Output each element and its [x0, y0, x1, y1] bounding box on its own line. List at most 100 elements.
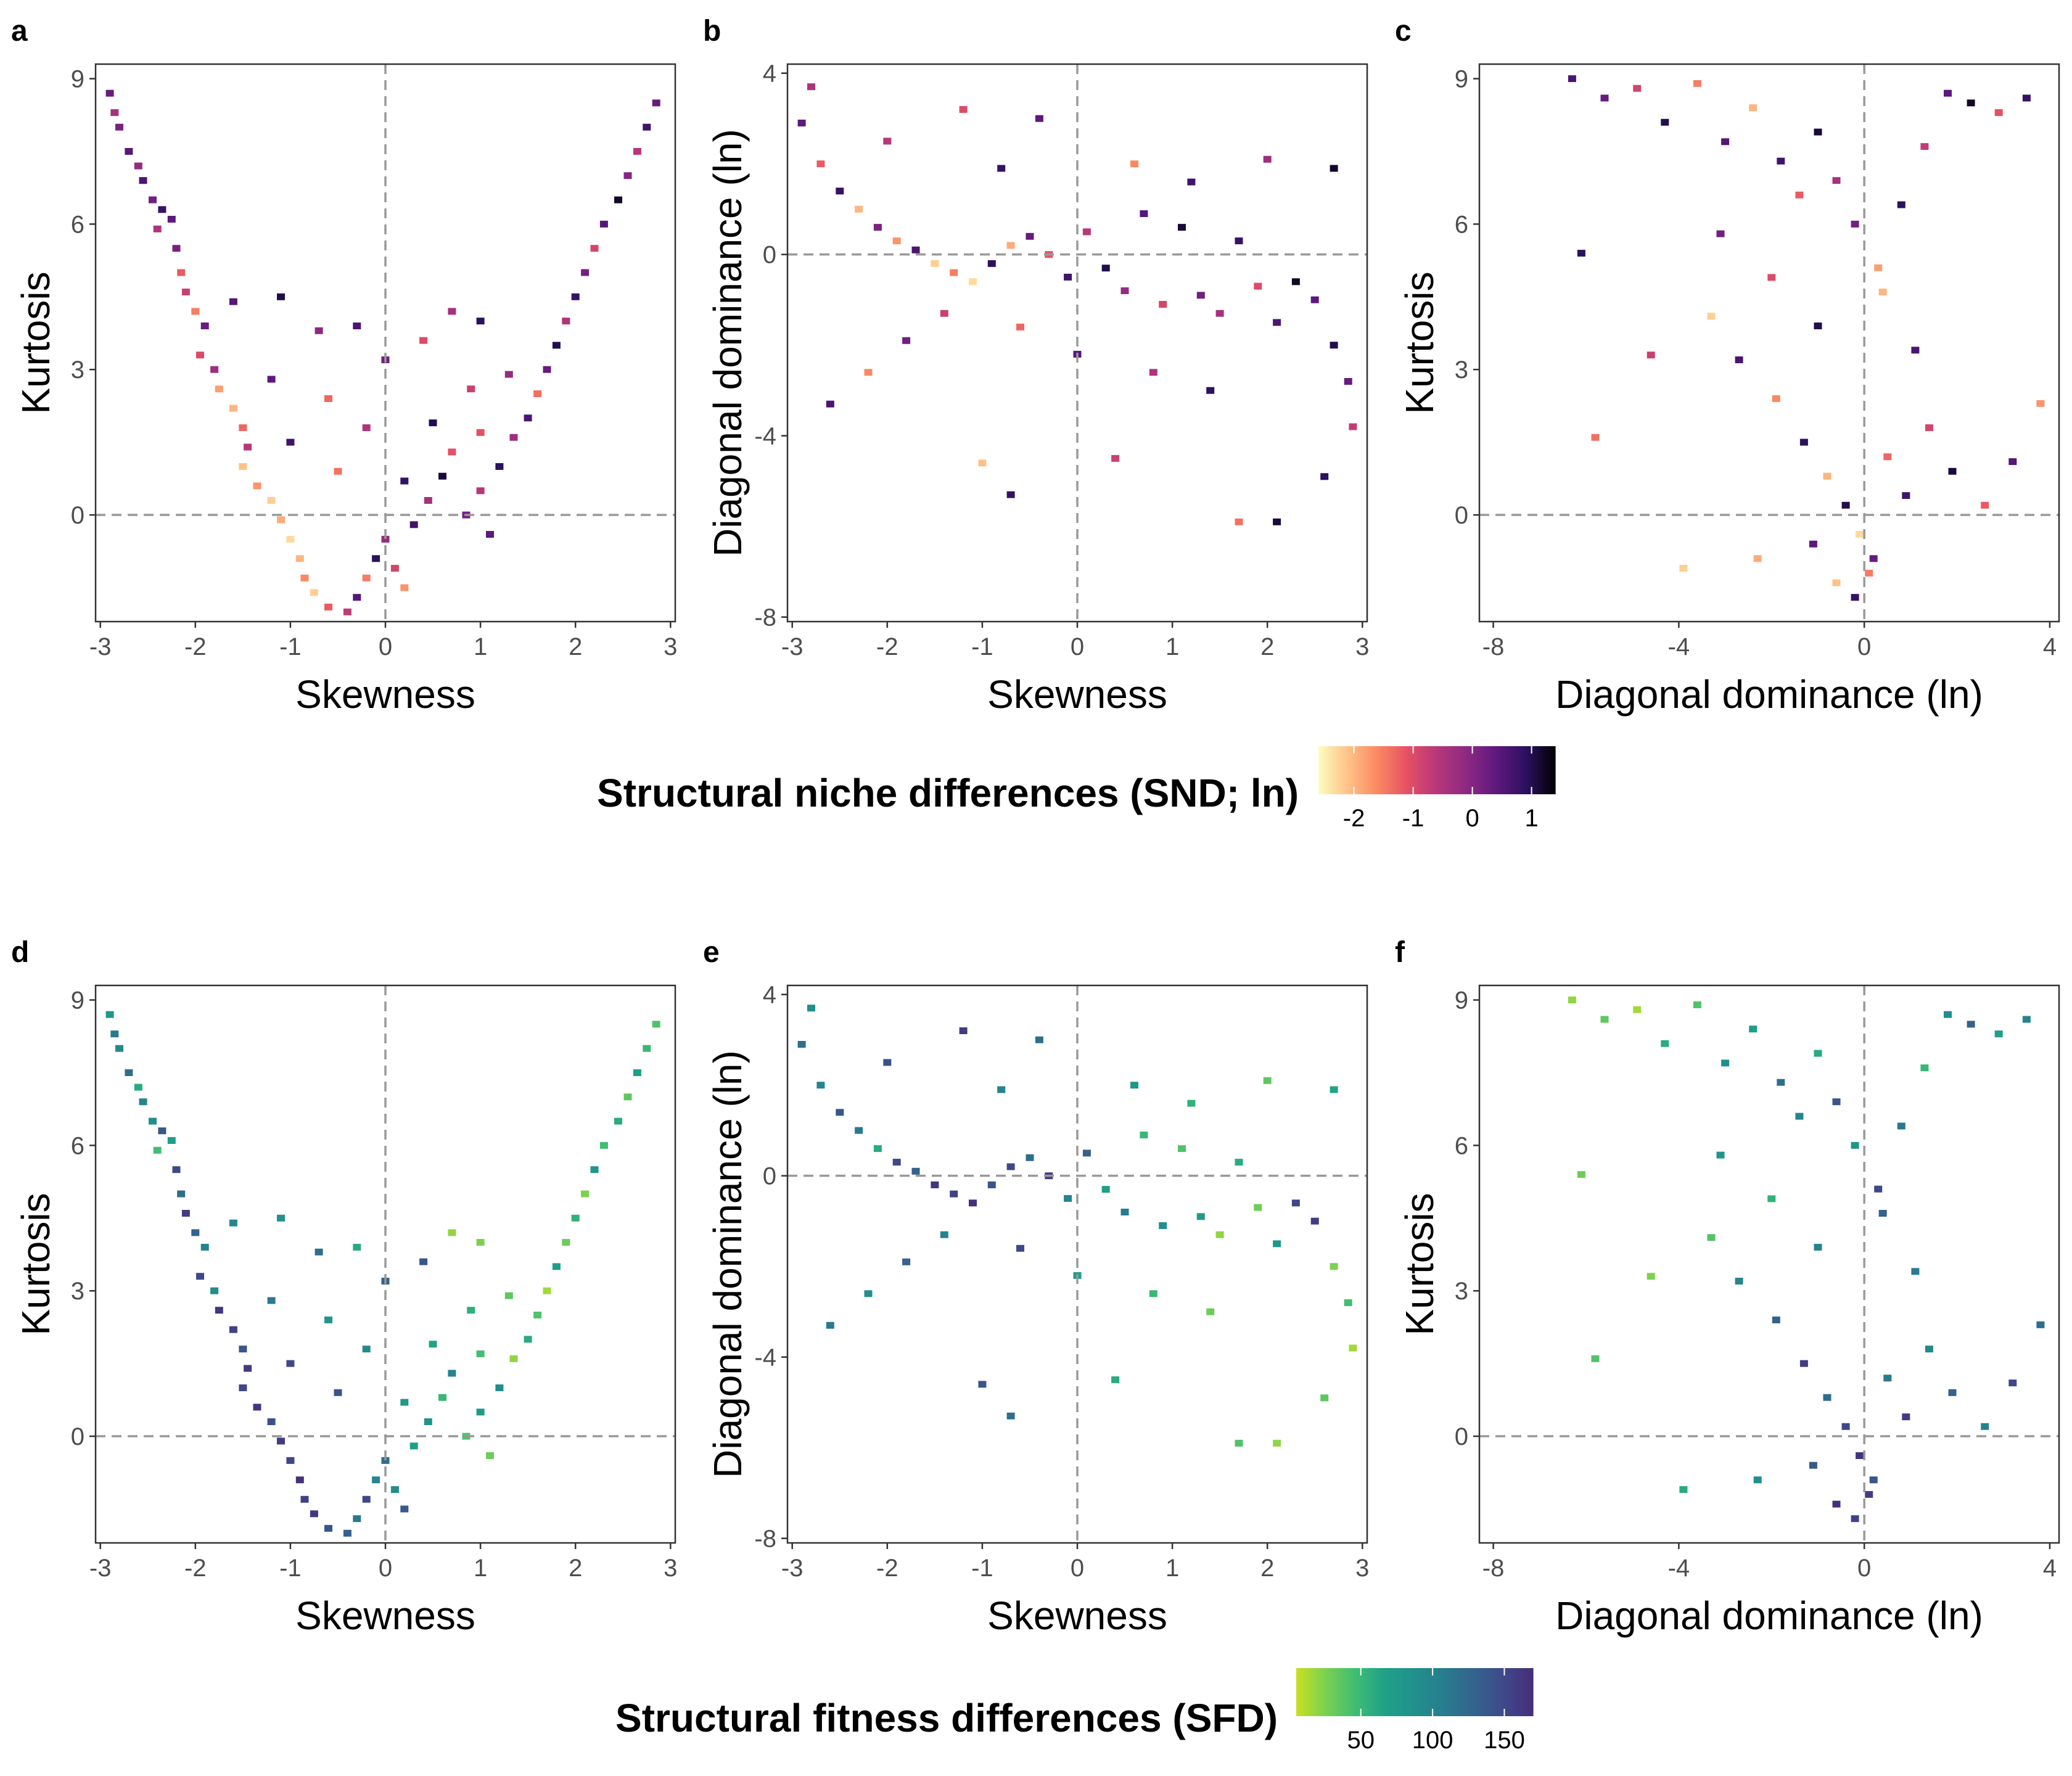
heatmap-cell — [1869, 1476, 1878, 1484]
colorbar-swatch — [1481, 1668, 1484, 1716]
heatmap-cell — [239, 463, 247, 470]
y-tick-label: 6 — [71, 211, 84, 238]
colorbar-swatch — [1424, 1668, 1428, 1716]
colorbar-swatch — [1380, 746, 1383, 794]
heatmap-cell — [448, 1229, 456, 1236]
panel-label-a: a — [11, 15, 28, 47]
heatmap-cell — [400, 1399, 409, 1406]
heatmap-cell — [633, 148, 641, 155]
colorbar-swatch — [1397, 1668, 1400, 1716]
heatmap-cell — [504, 1292, 513, 1299]
colorbar-swatch — [1533, 746, 1536, 794]
colorbar-swatch — [1540, 746, 1544, 794]
colorbar-swatch — [1444, 1668, 1447, 1716]
colorbar-swatch — [1405, 746, 1408, 794]
heatmap-cell — [1679, 565, 1688, 572]
heatmap-cell — [149, 196, 157, 204]
heatmap-cell — [1082, 1149, 1091, 1157]
y-axis-title: Diagonal dominance (ln) — [705, 1050, 750, 1478]
colorbar-swatch — [1543, 746, 1546, 794]
y-tick-label: 6 — [1455, 1132, 1468, 1159]
colorbar-swatch — [1439, 1668, 1442, 1716]
colorbar-swatch — [1479, 1668, 1482, 1716]
heatmap-cell — [191, 308, 200, 315]
heatmap-cell — [2036, 1321, 2045, 1328]
heatmap-cell — [509, 1355, 518, 1362]
colorbar-swatch — [1360, 1668, 1363, 1716]
heatmap-cell — [1273, 1240, 1281, 1248]
heatmap-cell — [1944, 89, 1952, 97]
heatmap-cell — [1064, 273, 1072, 281]
colorbar-swatch — [1323, 746, 1326, 794]
colorbar-swatch — [1328, 1668, 1331, 1716]
colorbar-swatch — [1321, 746, 1324, 794]
heatmap-cell — [969, 278, 977, 286]
heatmap-cell — [1206, 387, 1215, 394]
heatmap-cell — [807, 1005, 815, 1012]
heatmap-cell — [353, 1244, 361, 1251]
colorbar-swatch — [1442, 746, 1445, 794]
colorbar-swatch — [1400, 746, 1403, 794]
heatmap-cells — [797, 83, 1357, 525]
colorbar-swatch — [1417, 746, 1420, 794]
heatmap-cell — [1925, 424, 1933, 432]
heatmap-cell — [1814, 1050, 1822, 1057]
heatmap-cell — [267, 376, 276, 383]
colorbar-swatch — [1469, 1668, 1472, 1716]
heatmap-cell — [1874, 1185, 1883, 1193]
heatmap-cell — [1101, 265, 1110, 272]
colorbar-swatch — [1469, 746, 1472, 794]
colorbar-swatch — [1402, 746, 1405, 794]
heatmap-cell — [1344, 1299, 1352, 1306]
heatmap-cell — [134, 1083, 142, 1091]
heatmap-cell — [987, 1181, 996, 1188]
heatmap-cell — [125, 1069, 133, 1076]
heatmap-cell — [1320, 473, 1329, 480]
heatmap-cell — [239, 1384, 247, 1391]
heatmap-cell — [1920, 143, 1929, 150]
heatmap-cell — [105, 89, 114, 97]
heatmap-cell — [448, 448, 456, 456]
heatmap-cell — [210, 366, 219, 373]
heatmap-cell — [940, 1231, 948, 1238]
colorbar-swatch — [1407, 746, 1410, 794]
heatmap-cell — [807, 83, 815, 91]
heatmap-cell — [1006, 491, 1015, 498]
heatmap-cell — [1883, 453, 1892, 461]
heatmap-cell — [362, 424, 371, 432]
heatmap-cell — [1026, 232, 1034, 240]
heatmap-cell — [1693, 1001, 1701, 1008]
colorbar-swatch — [1486, 1668, 1489, 1716]
heatmap-cell — [467, 1307, 475, 1314]
colorbar-swatch — [1486, 746, 1489, 794]
heatmap-cell — [300, 574, 309, 582]
heatmap-cell — [1721, 138, 1730, 146]
heatmap-cell — [1883, 1375, 1892, 1382]
heatmap-cell — [1120, 1209, 1129, 1215]
colorbar-swatch — [1375, 1668, 1378, 1716]
heatmap-cell — [196, 352, 204, 359]
heatmap-cell — [1006, 1163, 1015, 1170]
heatmap-cells — [1568, 997, 2045, 1523]
heatmap-cell — [1187, 1100, 1196, 1107]
heatmap-cell — [1196, 1213, 1205, 1220]
heatmap-cell — [110, 1030, 119, 1038]
heatmap-cell — [419, 337, 428, 344]
colorbar-swatch — [1476, 1668, 1479, 1716]
heatmap-cell — [200, 1244, 209, 1251]
heatmap-cell — [873, 224, 882, 231]
heatmap-cell — [314, 1248, 323, 1256]
x-tick-label: 4 — [2043, 1555, 2057, 1582]
colorbar-swatch — [1479, 746, 1482, 794]
heatmap-cell — [181, 1210, 190, 1217]
colorbar-swatch — [1452, 1668, 1455, 1716]
panel-c: c -8 -4 0 4 0 3 6 9 Diagonal dominance (ln) Kurto… — [1395, 15, 2060, 717]
heatmap-cell — [1902, 1413, 1910, 1421]
colorbar-swatch — [1503, 1668, 1507, 1716]
x-tick-label: 0 — [1071, 633, 1084, 660]
y-tick-label: 3 — [71, 356, 84, 384]
heatmap-cell — [902, 337, 911, 344]
heatmap-cell — [1330, 342, 1338, 349]
colorbar-swatch — [1518, 746, 1521, 794]
y-tick-label: 3 — [1455, 1278, 1468, 1305]
